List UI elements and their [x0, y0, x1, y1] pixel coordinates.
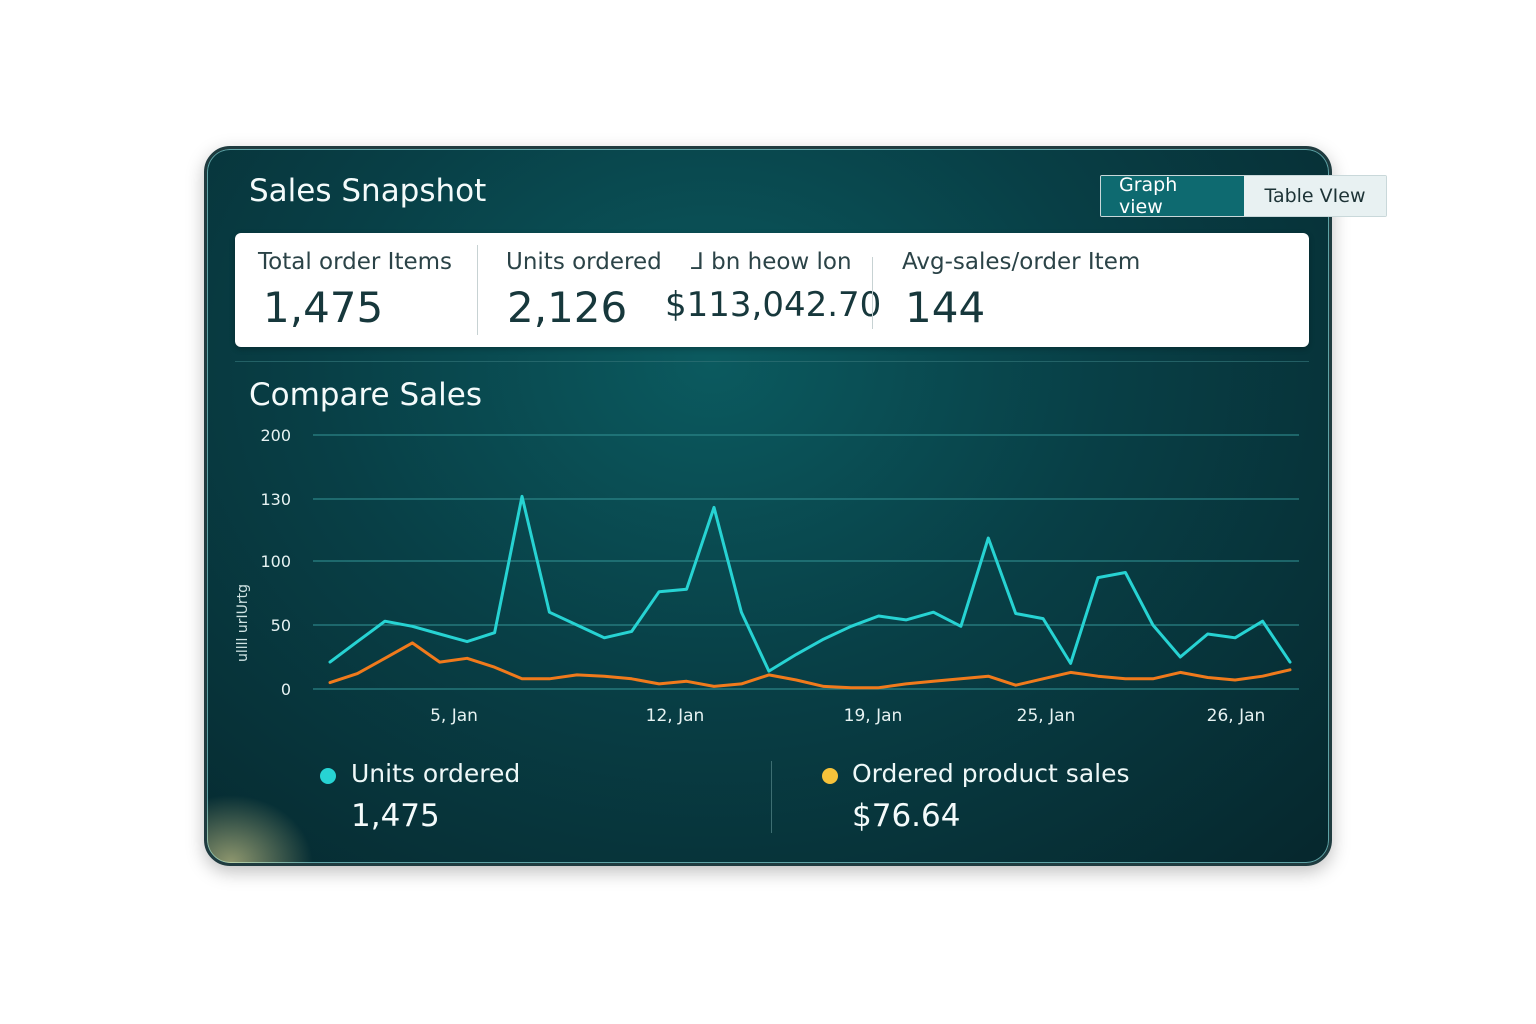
- stat-divider: [477, 245, 478, 335]
- sales-snapshot-card: Sales Snapshot Graph view Table VIew Tot…: [204, 146, 1387, 866]
- avg-sales-value: 144: [905, 283, 986, 332]
- y-axis-label: ullll urIUrtg: [235, 584, 251, 662]
- sales-legend-dot: [822, 768, 838, 784]
- avg-sales-label: Avg-sales/order Item: [902, 249, 1141, 275]
- x-tick-label: 25, Jan: [1017, 706, 1076, 726]
- total-order-items-value: 1,475: [263, 283, 384, 332]
- view-toggle: Graph view Table VIew: [1100, 175, 1387, 217]
- units-ordered-label: Units ordered: [506, 249, 662, 275]
- compare-sales-title: Compare Sales: [249, 377, 482, 413]
- graph-view-button[interactable]: Graph view: [1101, 176, 1244, 216]
- table-view-button[interactable]: Table VIew: [1244, 176, 1386, 216]
- sales-legend-value: $76.64: [852, 798, 961, 834]
- legend-divider: [771, 761, 772, 833]
- y-tick-label: 0: [281, 680, 291, 699]
- x-tick-label: 12, Jan: [646, 706, 705, 726]
- stats-panel: Total order Items 1,475 Units ordered 2,…: [235, 233, 1309, 347]
- y-tick-label: 50: [271, 616, 291, 635]
- y-tick-label: 130: [260, 490, 291, 509]
- units-ordered-value: 2,126: [507, 283, 628, 332]
- ordered-sales-label: ⅃ bn heow lon: [691, 249, 852, 275]
- page-title: Sales Snapshot: [249, 173, 487, 209]
- compare-sales-chart: 0 50 100 130 200 ullll urIUrtg 5, Jan 12, Jan 19…: [235, 426, 1299, 726]
- units-legend-label: Units ordered: [351, 759, 521, 788]
- units-legend-dot: [320, 768, 336, 784]
- y-tick-label: 100: [260, 552, 291, 571]
- x-tick-label: 5, Jan: [430, 706, 478, 726]
- x-tick-label: 19, Jan: [844, 706, 903, 726]
- sales-legend-label: Ordered product sales: [852, 759, 1130, 788]
- ordered-sales-line: [328, 641, 1292, 690]
- units-legend-value: 1,475: [351, 798, 440, 834]
- x-tick-label: 26, Jan: [1207, 706, 1266, 726]
- stat-divider: [872, 257, 873, 329]
- section-divider: [235, 361, 1309, 362]
- total-order-items-label: Total order Items: [258, 249, 453, 275]
- units-ordered-line: [328, 494, 1292, 673]
- ordered-sales-value: $113,042.70: [665, 285, 882, 325]
- y-tick-label: 200: [260, 426, 291, 445]
